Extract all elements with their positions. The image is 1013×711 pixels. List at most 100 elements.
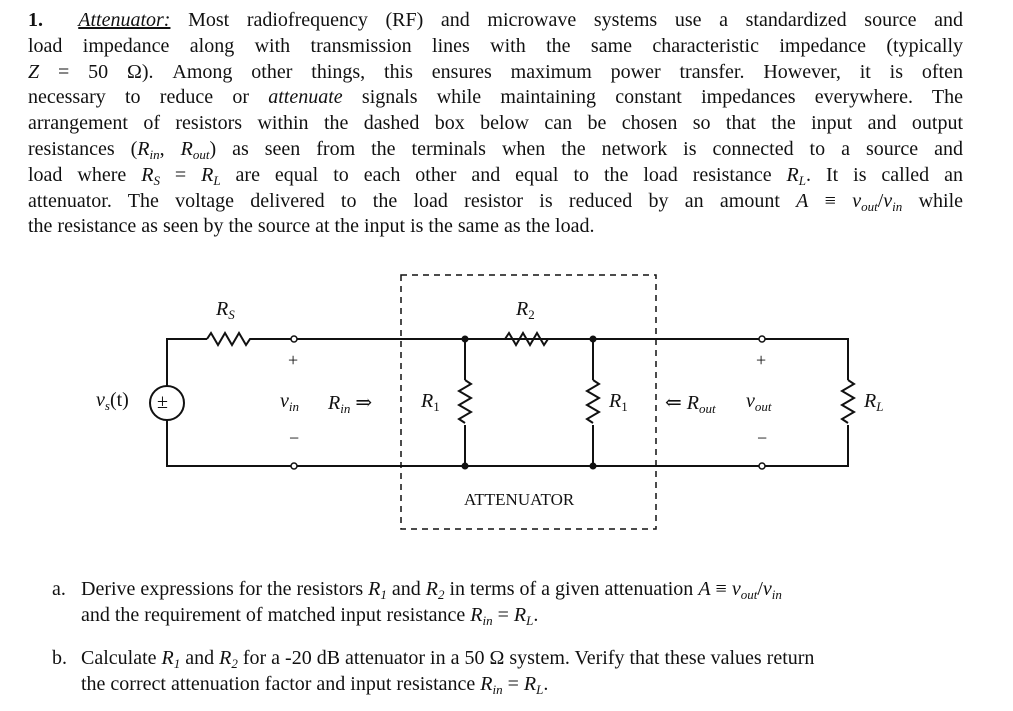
rout-arrow-icon: ⇐ xyxy=(665,392,682,414)
vin-subscript: in xyxy=(288,399,300,414)
sub-question-line: Derive expressions for the resistors R1 … xyxy=(81,577,782,601)
rs-subscript: S xyxy=(228,307,235,322)
rl-symbol: R xyxy=(864,390,877,412)
rin-arrow-icon: ⇒ xyxy=(355,392,373,414)
text-segment: Derive expressions for the resistors xyxy=(81,578,369,600)
math-subscript: L xyxy=(526,612,534,628)
math-symbol: v xyxy=(762,578,772,600)
text-segment: Attenuator: xyxy=(78,9,171,31)
voltage-source-icon xyxy=(149,385,185,421)
text-segment: = 50 Ω). Among other things, this ensure… xyxy=(39,60,963,83)
vout-symbol: v xyxy=(746,390,755,412)
vout-subscript: out xyxy=(754,399,772,414)
text-segment: , xyxy=(159,138,181,160)
text-segment: and xyxy=(386,578,426,600)
vout-plus: + xyxy=(756,350,767,370)
text-segment: the resistance as seen by the source at … xyxy=(28,215,595,238)
text-segment: ) as seen from the terminals when the ne… xyxy=(209,138,964,160)
text-segment: / xyxy=(757,578,763,600)
source-argument: (t) xyxy=(109,389,129,411)
source-label: vs(t) xyxy=(96,389,129,412)
resistor-r1-right xyxy=(585,379,601,424)
r1-right-label: R1 xyxy=(609,390,628,413)
rl-label: RL xyxy=(864,390,883,413)
text-segment: ≡ xyxy=(710,578,732,600)
paragraph-line: the resistance as seen by the source at … xyxy=(28,214,963,238)
text-segment: and xyxy=(180,647,220,669)
paragraph-line: 1. Attenuator: Most radiofrequency (RF) … xyxy=(28,8,963,32)
input-terminal-bottom xyxy=(290,462,298,470)
vin-minus: − xyxy=(289,428,300,448)
paragraph-line: resistances (Rin, Rout) as seen from the… xyxy=(28,137,963,161)
text-segment: for a -20 dB attenuator in a 50 Ω system… xyxy=(237,647,815,669)
text-segment: = xyxy=(492,603,514,626)
math-subscript: S xyxy=(153,172,160,188)
resistor-r1-left xyxy=(457,379,473,424)
sub-question-marker: a. xyxy=(52,578,66,600)
math-symbol: R xyxy=(161,647,174,669)
wires xyxy=(166,338,849,467)
math-subscript: 1 xyxy=(380,587,387,602)
text-segment: load where xyxy=(28,163,142,186)
paragraph-line: attenuator. The voltage delivered to the… xyxy=(28,189,963,213)
text-segment: the correct attenuation factor and input… xyxy=(81,672,481,695)
text-segment: are equal to each other and equal to the… xyxy=(220,163,787,186)
r1-left-symbol: R xyxy=(421,390,434,412)
rs-symbol: R xyxy=(216,298,229,320)
sub-question-line: and the requirement of matched input res… xyxy=(81,603,538,627)
text-segment: necessary to reduce or xyxy=(28,86,269,109)
input-terminal-top xyxy=(290,335,298,343)
r2-symbol: R xyxy=(516,298,529,320)
math-subscript: in xyxy=(771,587,782,602)
paragraph-line: load where RS = RL are equal to each oth… xyxy=(28,163,963,187)
math-symbol: R xyxy=(425,578,438,600)
text-segment: attenuator. The voltage delivered to the… xyxy=(28,189,797,212)
text-segment: = xyxy=(159,163,202,186)
math-subscript: in xyxy=(149,147,160,162)
math-symbol: R xyxy=(141,163,154,186)
math-symbol: R xyxy=(180,138,193,160)
rl-subscript: L xyxy=(876,399,884,414)
math-subscript: L xyxy=(213,172,221,188)
resistor-rl xyxy=(840,379,856,424)
rout-subscript: out xyxy=(698,401,716,416)
r1-right-subscript: 1 xyxy=(621,399,628,414)
text-segment: resistances ( xyxy=(28,138,138,160)
source-polarity-symbol: ± xyxy=(157,391,168,413)
sub-question-line: Calculate R1 and R2 for a -20 dB attenua… xyxy=(81,646,814,670)
math-subscript: 1 xyxy=(173,656,181,671)
paragraph-line: necessary to reduce or attenuate signals… xyxy=(28,85,963,109)
text-segment: while xyxy=(902,189,963,212)
math-subscript: L xyxy=(798,172,806,188)
vout-minus: − xyxy=(757,428,768,448)
rin-symbol: R xyxy=(328,392,341,414)
vin-symbol: v xyxy=(280,390,289,412)
math-subscript: out xyxy=(861,198,878,214)
terminals xyxy=(290,335,766,470)
output-terminal-bottom xyxy=(758,462,766,470)
math-subscript: in xyxy=(892,198,903,214)
math-symbol: R xyxy=(201,163,214,186)
math-symbol: R xyxy=(470,603,483,626)
attenuator-box-label: ATTENUATOR xyxy=(464,490,575,509)
r2-subscript: 2 xyxy=(528,307,535,322)
resistor-r2 xyxy=(504,331,549,347)
source-symbol: v xyxy=(96,389,105,411)
r1-left-subscript: 1 xyxy=(433,399,440,414)
text-segment: signals while maintaining constant imped… xyxy=(342,86,963,109)
paragraph-line: arrangement of resistors within the dash… xyxy=(28,111,963,135)
math-symbol: attenuate xyxy=(268,86,343,109)
rin-subscript: in xyxy=(340,401,351,416)
r2-label: R2 xyxy=(516,298,535,321)
paragraph-line: load impedance along with transmission l… xyxy=(28,34,963,58)
text-segment: Calculate xyxy=(81,647,162,669)
math-symbol: R xyxy=(219,647,232,669)
math-symbol: Z xyxy=(28,60,40,83)
math-symbol: R xyxy=(137,138,150,160)
rout-label: ⇐ Rout xyxy=(665,390,716,415)
text-segment: . It is called an xyxy=(806,163,964,186)
vout-label: vout xyxy=(746,390,772,413)
math-symbol: v xyxy=(883,189,893,212)
math-subscript: out xyxy=(740,587,758,602)
sub-question-marker: b. xyxy=(52,647,67,669)
